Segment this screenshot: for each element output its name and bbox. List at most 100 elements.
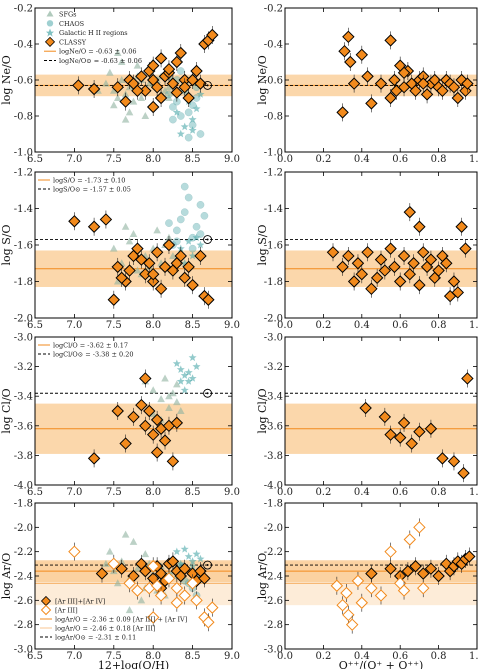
x-tick-label: 6.5 — [27, 487, 43, 498]
legend-label: [Ar III]+[Ar IV] — [55, 598, 105, 606]
classy-point — [347, 275, 361, 288]
hii-point — [196, 240, 205, 249]
classy-point — [409, 560, 422, 573]
x-tick-label: 8.0 — [145, 154, 161, 165]
x-tick-label: 7.5 — [106, 154, 122, 165]
x-tick-label: 0.0 — [277, 651, 293, 662]
x-tick-label: 0.0 — [277, 320, 293, 331]
x-tick-label: 0.2 — [315, 320, 331, 331]
sfg-point — [169, 251, 177, 259]
classy-point — [95, 567, 109, 580]
classy-point — [457, 466, 470, 480]
y-tick-label: -0.8 — [264, 112, 283, 123]
hii-point — [184, 237, 193, 245]
classy-point — [461, 372, 474, 385]
classy-point — [451, 286, 465, 299]
y-tick-label: -2.8 — [264, 620, 283, 631]
y-tick-label: -3.0 — [264, 645, 283, 656]
classy-point — [336, 106, 349, 119]
classy-point — [365, 567, 378, 580]
ariii-point — [107, 557, 121, 571]
hii-point — [172, 359, 181, 367]
legend-label: CLASSY — [59, 38, 87, 46]
classy-point — [111, 404, 124, 418]
classy-point — [166, 455, 180, 468]
x-tick-label: 8.5 — [185, 487, 201, 498]
classy-point — [336, 260, 349, 274]
x-tick-label: 8.5 — [185, 154, 201, 165]
classy-point — [413, 278, 426, 292]
y-tick-label: -1.6 — [14, 241, 33, 252]
x-tick-label: 0.6 — [392, 320, 408, 331]
sfg-point — [113, 49, 122, 56]
classy-point — [115, 271, 128, 285]
x-tick-label: 0.4 — [354, 651, 370, 662]
hii-point — [192, 362, 201, 370]
hii-point — [180, 545, 189, 553]
classy-point — [417, 77, 430, 90]
hii-point — [192, 104, 201, 113]
classy-point — [407, 257, 420, 270]
x-tick-label: 0.4 — [354, 320, 370, 331]
classy-point — [146, 59, 160, 72]
chaos-point — [180, 182, 189, 191]
sfg-point — [129, 97, 138, 105]
sfg-point — [141, 550, 150, 558]
classy-point — [166, 555, 180, 568]
y-tick-label: -3.0 — [264, 333, 283, 344]
hii-point — [192, 549, 201, 558]
classy-point — [405, 437, 418, 450]
plot-area — [285, 27, 477, 122]
ariii-point — [417, 581, 430, 595]
solar-marker-dot — [206, 84, 209, 87]
classy-point — [119, 437, 132, 450]
x-tick-label: 9.0 — [224, 487, 240, 498]
legend-chaos-marker — [46, 20, 54, 27]
x-tick-label: 6.5 — [27, 651, 43, 662]
chaos-point — [196, 230, 205, 238]
chaos-point — [176, 215, 185, 224]
panel-ne-ion: 0.0 0.2 0.4 0.6 0.8 1.0 -1.0 -0.8 -0.6 -0.4 -0.2 lo… — [256, 4, 479, 166]
hii-point — [176, 129, 185, 138]
classy-point — [365, 97, 378, 110]
x-tick-label: 6.5 — [27, 320, 43, 331]
classy-point — [154, 91, 168, 105]
sfg-point — [165, 94, 173, 101]
chaos-point — [172, 237, 181, 246]
sfg-point — [137, 596, 146, 604]
plot-area — [285, 518, 477, 634]
ariii-point — [146, 611, 160, 624]
x-tick-label: 1.0 — [469, 487, 479, 498]
x-tick-label: 9.0 — [224, 651, 240, 662]
x-tick-label: 0.4 — [354, 154, 370, 165]
y-axis-label: log Ar/O — [256, 553, 269, 600]
classy-point — [206, 28, 219, 42]
plot-area — [35, 353, 232, 471]
classy-point — [359, 401, 372, 415]
hii-point — [172, 547, 181, 556]
classy-point — [447, 80, 461, 94]
x-tick-label: 7.0 — [66, 320, 82, 331]
hii-point — [188, 557, 197, 565]
sfg-point — [113, 579, 122, 587]
y-tick-label: -2.4 — [264, 572, 283, 583]
y-tick-label: -2.0 — [14, 314, 33, 325]
hii-point — [180, 259, 189, 267]
classy-point — [150, 413, 164, 427]
classy-point — [384, 562, 397, 575]
sfg-point — [110, 86, 118, 94]
chaos-point — [176, 67, 185, 75]
classy-point — [338, 44, 351, 58]
x-tick-label: 9.0 — [224, 154, 240, 165]
legend-label: logCl/O = -3.62 ± 0.17 — [53, 342, 128, 350]
x-axis-label: 12+log(O/H) — [98, 659, 169, 669]
x-tick-label: 0.0 — [277, 487, 293, 498]
chaos-point — [169, 115, 177, 124]
y-tick-label: -3.0 — [14, 645, 33, 656]
chaos-point — [188, 101, 197, 110]
x-tick-label: 0.6 — [392, 487, 408, 498]
x-tick-label: 0.6 — [392, 154, 408, 165]
classy-point — [135, 398, 148, 412]
sfg-point — [169, 389, 177, 397]
